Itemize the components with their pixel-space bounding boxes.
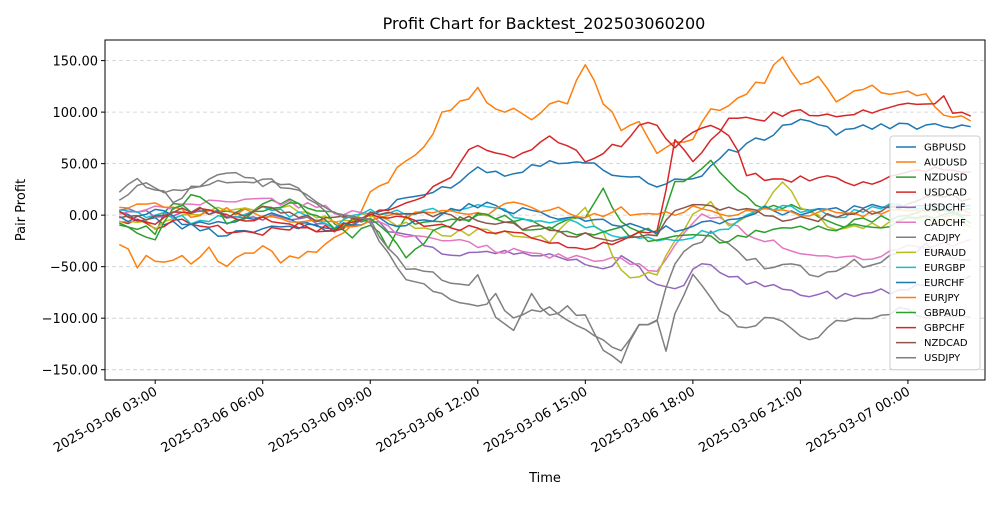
series-lines: [118, 56, 972, 364]
y-axis-label: Pair Profit: [14, 179, 29, 241]
legend-label: USDCAD: [924, 188, 967, 199]
legend-label: NZDCAD: [924, 338, 968, 349]
x-tick-label: 2025-03-06 18:00: [589, 384, 698, 456]
series-line-audusd: [118, 56, 972, 269]
x-tick-label: 2025-03-06 15:00: [481, 384, 590, 456]
legend-label: EURGBP: [924, 263, 965, 274]
series-line-usdcad: [119, 121, 971, 236]
y-axis-ticks: −150.00 −100.00 −50.00 0.00 50.00 100.00 150.0…: [42, 55, 105, 379]
x-tick-label: 2025-03-06 09:00: [266, 384, 375, 456]
legend-label: GBPAUD: [924, 308, 966, 319]
y-tick-label: −100.00: [42, 312, 98, 327]
series-line-usdjpy: [118, 171, 971, 364]
legend-label: USDJPY: [924, 353, 961, 364]
legend-label: GBPUSD: [924, 143, 966, 154]
y-tick-label: −50.00: [50, 261, 98, 276]
y-tick-label: 50.00: [61, 158, 98, 173]
plot-frame: [104, 39, 986, 381]
series-line-nzdcad: [119, 193, 971, 242]
chart-title: Profit Chart for Backtest_202503060200: [383, 14, 706, 34]
legend-label: CADCHF: [924, 218, 966, 229]
series-line-usdchf: [119, 207, 972, 300]
x-axis-label: Time: [528, 471, 561, 486]
y-tick-label: −150.00: [42, 364, 98, 379]
y-tick-label: 0.00: [69, 209, 98, 224]
series-line-cadchf: [119, 197, 971, 272]
legend-label: USDCHF: [924, 203, 966, 214]
x-tick-label: 2025-03-06 03:00: [51, 384, 160, 456]
legend-label: AUDUSD: [924, 158, 968, 169]
x-tick-label: 2025-03-07 00:00: [804, 384, 913, 456]
series-line-euraud: [119, 181, 972, 279]
series-line-cadjpy: [118, 177, 971, 352]
series-line-eurjpy: [119, 201, 971, 228]
legend-label: EURJPY: [924, 293, 960, 304]
x-tick-label: 2025-03-06 12:00: [374, 384, 483, 456]
legend-label: CADJPY: [924, 233, 961, 244]
legend-label: EURCHF: [924, 278, 965, 289]
y-tick-label: 150.00: [53, 55, 99, 70]
series-line-gbpchf: [118, 95, 971, 251]
legend-label: EURAUD: [924, 248, 966, 259]
y-tick-label: 100.00: [53, 106, 99, 121]
x-tick-label: 2025-03-06 21:00: [696, 384, 805, 456]
x-tick-label: 2025-03-06 06:00: [159, 384, 268, 456]
legend-box: [889, 135, 981, 371]
legend: GBPUSD AUDUSD NZDUSD USDCAD USDCHF CADCHF CADJ…: [889, 135, 981, 371]
series-line-gbpusd: [119, 118, 971, 237]
legend-label: GBPCHF: [924, 323, 965, 334]
legend-label: NZDUSD: [924, 173, 968, 184]
series-line-nzdusd: [119, 159, 971, 250]
